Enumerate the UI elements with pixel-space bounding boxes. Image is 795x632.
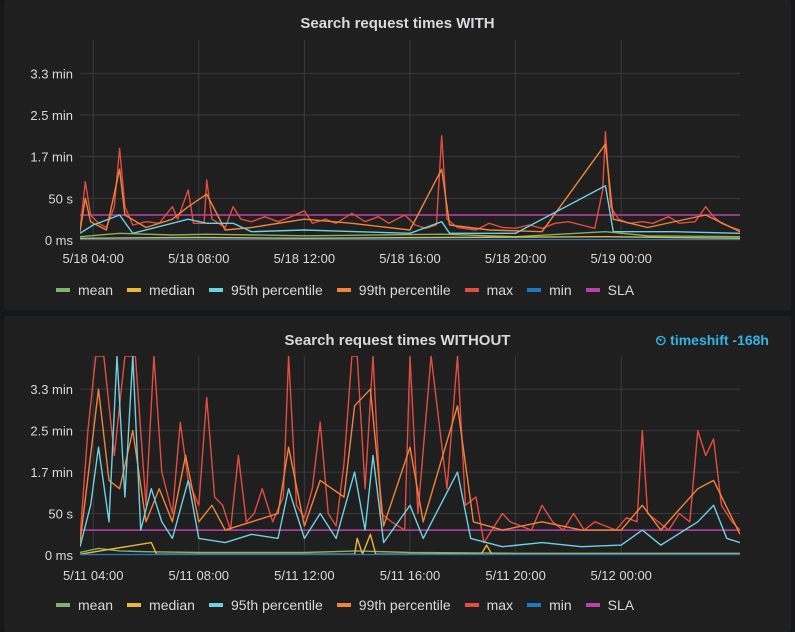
legend-label: 95th percentile xyxy=(230,597,323,613)
series-mean xyxy=(80,547,740,555)
legend-swatch xyxy=(527,288,542,292)
series-99th-percentile xyxy=(80,143,740,233)
x-tick-label: 5/19 00:00 xyxy=(590,251,651,266)
legend-item-SLA[interactable]: SLA xyxy=(585,282,635,298)
y-tick-label: 50 s xyxy=(48,191,73,206)
x-tick-label: 5/18 04:00 xyxy=(62,251,123,266)
legend-item-99th-percentile[interactable]: 99th percentile xyxy=(336,282,451,298)
x-tick-label: 5/18 20:00 xyxy=(485,251,546,266)
legend-label: max xyxy=(486,282,514,298)
legend-item-99th-percentile[interactable]: 99th percentile xyxy=(336,597,451,613)
timeshift-badge: ⏲ timeshift -168h xyxy=(655,332,769,348)
legend-item-95th-percentile[interactable]: 95th percentile xyxy=(208,282,323,298)
y-tick-label: 1.7 min xyxy=(30,465,73,480)
y-tick-label: 3.3 min xyxy=(30,382,73,397)
y-tick-label: 1.7 min xyxy=(30,150,73,165)
x-tick-label: 5/18 08:00 xyxy=(168,251,229,266)
legend-swatch xyxy=(127,603,142,607)
legend: mean median 95th percentile 99th percentile… xyxy=(56,282,648,298)
legend-item-max[interactable]: max xyxy=(464,597,514,613)
legend-item-median[interactable]: median xyxy=(127,597,195,613)
legend-label: 99th percentile xyxy=(358,597,451,613)
series-max xyxy=(80,130,740,231)
legend-label: SLA xyxy=(607,597,635,613)
legend-item-SLA[interactable]: SLA xyxy=(585,597,635,613)
x-tick-label: 5/11 20:00 xyxy=(485,568,545,583)
legend-label: min xyxy=(549,597,572,613)
legend-swatch xyxy=(527,603,542,607)
legend-label: min xyxy=(549,282,572,298)
y-tick-label: 0 ms xyxy=(45,233,74,248)
panel-title[interactable]: Search request times WITH xyxy=(300,15,495,32)
legend-item-min[interactable]: min xyxy=(527,282,572,298)
series-95th-percentile xyxy=(80,356,740,548)
series-95th-percentile xyxy=(80,185,740,235)
x-tick-label: 5/11 12:00 xyxy=(274,568,334,583)
x-tick-label: 5/11 16:00 xyxy=(380,568,440,583)
legend-label: SLA xyxy=(607,282,635,298)
legend: mean median 95th percentile 99th percentile… xyxy=(56,597,648,613)
legend-item-mean[interactable]: mean xyxy=(56,282,113,298)
series-median xyxy=(80,235,740,240)
legend-label: median xyxy=(149,282,195,298)
legend-swatch xyxy=(336,603,351,607)
legend-swatch xyxy=(56,288,70,292)
panel-title[interactable]: Search request times WITHOUT xyxy=(284,332,511,349)
x-tick-label: 5/18 16:00 xyxy=(379,251,440,266)
x-tick-label: 5/18 12:00 xyxy=(274,251,335,266)
legend-label: median xyxy=(149,597,195,613)
legend-swatch xyxy=(585,288,600,292)
panel-without: Search request times WITHOUT ⏲ timeshift… xyxy=(4,316,791,632)
legend-label: mean xyxy=(78,282,114,298)
legend-swatch xyxy=(208,288,223,292)
legend-label: 99th percentile xyxy=(358,282,451,298)
y-tick-label: 2.5 min xyxy=(30,108,73,123)
y-tick-label: 3.3 min xyxy=(30,66,73,81)
legend-swatch xyxy=(464,603,479,607)
legend-swatch xyxy=(464,288,479,292)
y-tick-label: 2.5 min xyxy=(30,424,73,439)
y-tick-label: 50 s xyxy=(48,507,73,522)
panel-with: Search request times WITH 0 ms 50 s 1.7 mi… xyxy=(4,0,791,310)
legend-label: 95th percentile xyxy=(230,282,323,298)
legend-swatch xyxy=(208,603,223,607)
legend-swatch xyxy=(585,603,600,607)
legend-label: mean xyxy=(78,597,114,613)
y-tick-label: 0 ms xyxy=(45,548,74,563)
legend-swatch xyxy=(336,288,351,292)
legend-label: max xyxy=(486,597,514,613)
series-99th-percentile xyxy=(80,388,740,543)
legend-item-max[interactable]: max xyxy=(464,282,514,298)
chart-with: 0 ms 50 s 1.7 min 2.5 min 3.3 min 5/18 04:00 5… xyxy=(30,40,740,266)
legend-item-95th-percentile[interactable]: 95th percentile xyxy=(208,597,323,613)
x-tick-label: 5/11 04:00 xyxy=(63,568,123,583)
legend-item-mean[interactable]: mean xyxy=(56,597,113,613)
chart-without: 0 ms 50 s 1.7 min 2.5 min 3.3 min 5/11 04:00 5… xyxy=(30,356,740,583)
legend-item-min[interactable]: min xyxy=(527,597,572,613)
series-mean xyxy=(80,230,740,238)
x-tick-label: 5/11 08:00 xyxy=(169,568,229,583)
x-tick-label: 5/12 00:00 xyxy=(590,568,651,583)
legend-swatch xyxy=(56,603,70,607)
series-median xyxy=(80,533,740,555)
legend-item-median[interactable]: median xyxy=(127,282,195,298)
legend-swatch xyxy=(127,288,142,292)
